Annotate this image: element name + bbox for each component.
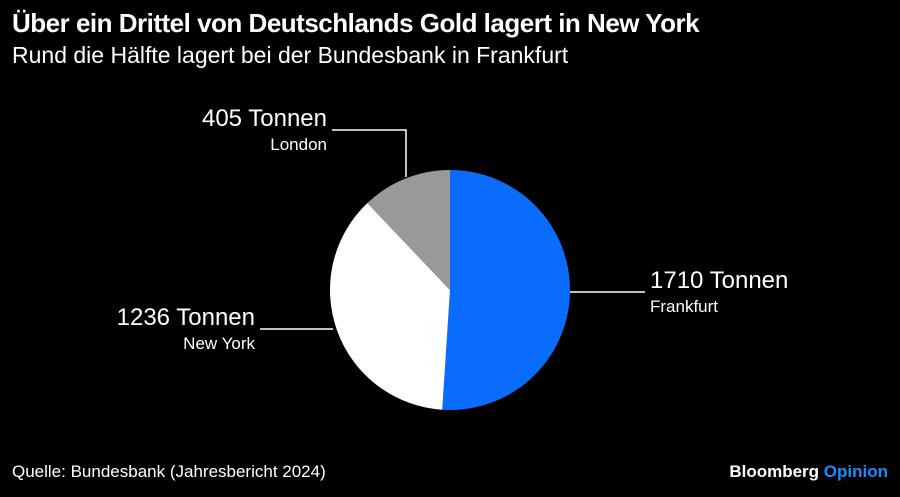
label-frankfurt: 1710 Tonnen Frankfurt (570, 267, 788, 316)
leader-line-london (332, 129, 407, 177)
label-new-york: 1236 Tonnen New York (117, 304, 333, 353)
pie-slice-london (367, 170, 450, 290)
pie-slice-frankfurt (442, 170, 570, 410)
source-note: Quelle: Bundesbank (Jahresbericht 2024) (12, 462, 326, 481)
label-london: 405 Tonnen London (202, 105, 407, 177)
logo-brand: Bloomberg (729, 462, 820, 481)
name-label-frankfurt: Frankfurt (650, 297, 718, 316)
name-label-london: London (270, 135, 327, 154)
value-label-london: 405 Tonnen (202, 105, 327, 132)
chart-title: Über ein Drittel von Deutschlands Gold l… (12, 8, 700, 38)
value-label-new-york: 1236 Tonnen (117, 304, 255, 331)
bloomberg-opinion-logo: Bloomberg Opinion (729, 462, 888, 482)
logo-section: Opinion (823, 462, 888, 481)
value-label-frankfurt: 1710 Tonnen (650, 267, 788, 294)
chart-subtitle: Rund die Hälfte lagert bei der Bundesban… (12, 42, 569, 68)
name-label-new-york: New York (183, 334, 255, 353)
pie-slice-new-york (329, 202, 450, 410)
